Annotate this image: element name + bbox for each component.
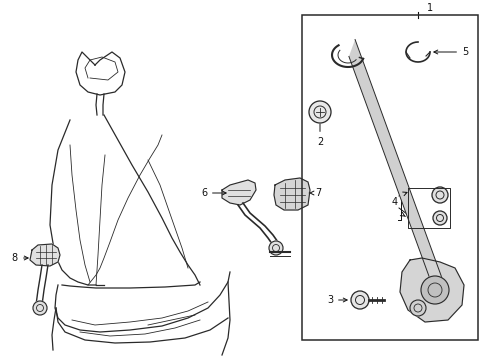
Bar [302,15,477,340]
Text: 7: 7 [309,188,321,198]
Polygon shape [30,244,60,266]
Text: 5: 5 [433,47,468,57]
Text: 2: 2 [316,116,323,147]
Text: 3: 3 [326,295,346,305]
Circle shape [432,211,446,225]
Text: 6: 6 [201,188,225,198]
Text: 4: 4 [391,197,397,207]
Circle shape [420,276,448,304]
Circle shape [268,241,283,255]
Circle shape [409,300,425,316]
Polygon shape [222,180,256,205]
Text: 1: 1 [426,3,432,13]
Polygon shape [273,178,309,210]
Text: 8: 8 [12,253,28,263]
Polygon shape [399,258,463,322]
Polygon shape [348,40,444,303]
Circle shape [308,101,330,123]
Circle shape [431,187,447,203]
Circle shape [350,291,368,309]
Circle shape [33,301,47,315]
